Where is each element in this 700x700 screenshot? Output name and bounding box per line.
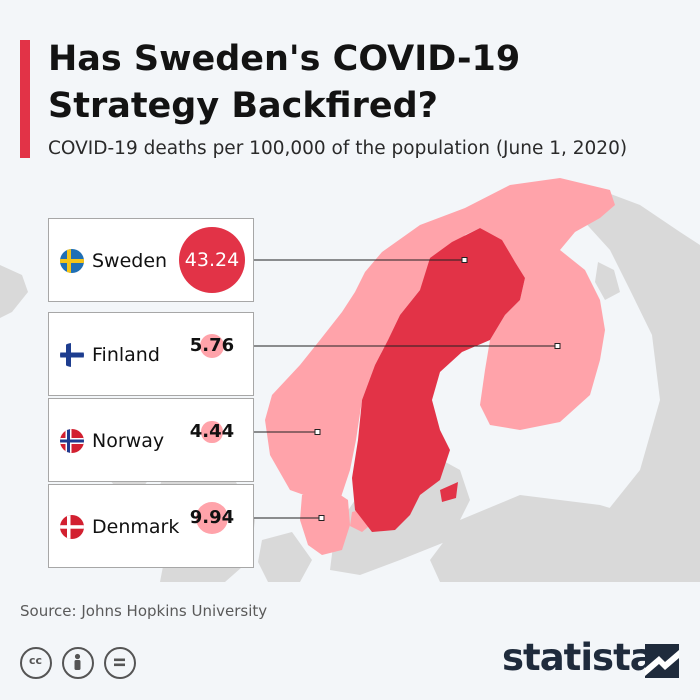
chart-subtitle: COVID-19 deaths per 100,000 of the popul… — [48, 138, 628, 159]
country-label-norway: Norway — [92, 430, 165, 452]
value-bubble-denmark — [196, 502, 228, 534]
country-label-denmark: Denmark — [92, 516, 180, 538]
chart-title: Has Sweden's COVID-19 Strategy Backfired… — [48, 36, 668, 130]
value-label-sweden: 43.24 — [184, 249, 240, 271]
map-denmark — [300, 488, 374, 555]
norway-flag-icon — [60, 429, 84, 453]
value-bubble-sweden — [179, 227, 245, 293]
country-label-finland: Finland — [92, 344, 160, 366]
value-bubble-finland — [199, 333, 225, 359]
statista-logo-text[interactable]: statista — [502, 636, 655, 679]
card-finland: Finland — [48, 312, 254, 396]
cc-icon[interactable]: cc — [20, 647, 52, 679]
country-label-sweden: Sweden — [92, 250, 168, 272]
source-note: Source: Johns Hopkins University — [20, 602, 268, 620]
sweden-flag-icon — [60, 249, 84, 273]
value-bubble-norway — [201, 421, 223, 443]
map-norway-finland — [265, 178, 615, 500]
value-label-norway: 4.44 — [189, 421, 235, 442]
statista-logo-icon[interactable] — [645, 644, 679, 678]
attribution-icon[interactable] — [62, 647, 94, 679]
connector-lines — [254, 257, 561, 521]
no-derivatives-icon[interactable] — [104, 647, 136, 679]
title-accent-bar — [20, 40, 30, 158]
denmark-flag-icon — [60, 515, 84, 539]
finland-flag-icon — [60, 343, 84, 367]
value-label-denmark: 9.94 — [189, 507, 235, 528]
title-line-2: Strategy Backfired? — [48, 86, 438, 126]
map-sweden — [352, 228, 525, 532]
value-label-finland: 5.76 — [189, 335, 235, 356]
title-line-1: Has Sweden's COVID-19 — [48, 39, 521, 79]
